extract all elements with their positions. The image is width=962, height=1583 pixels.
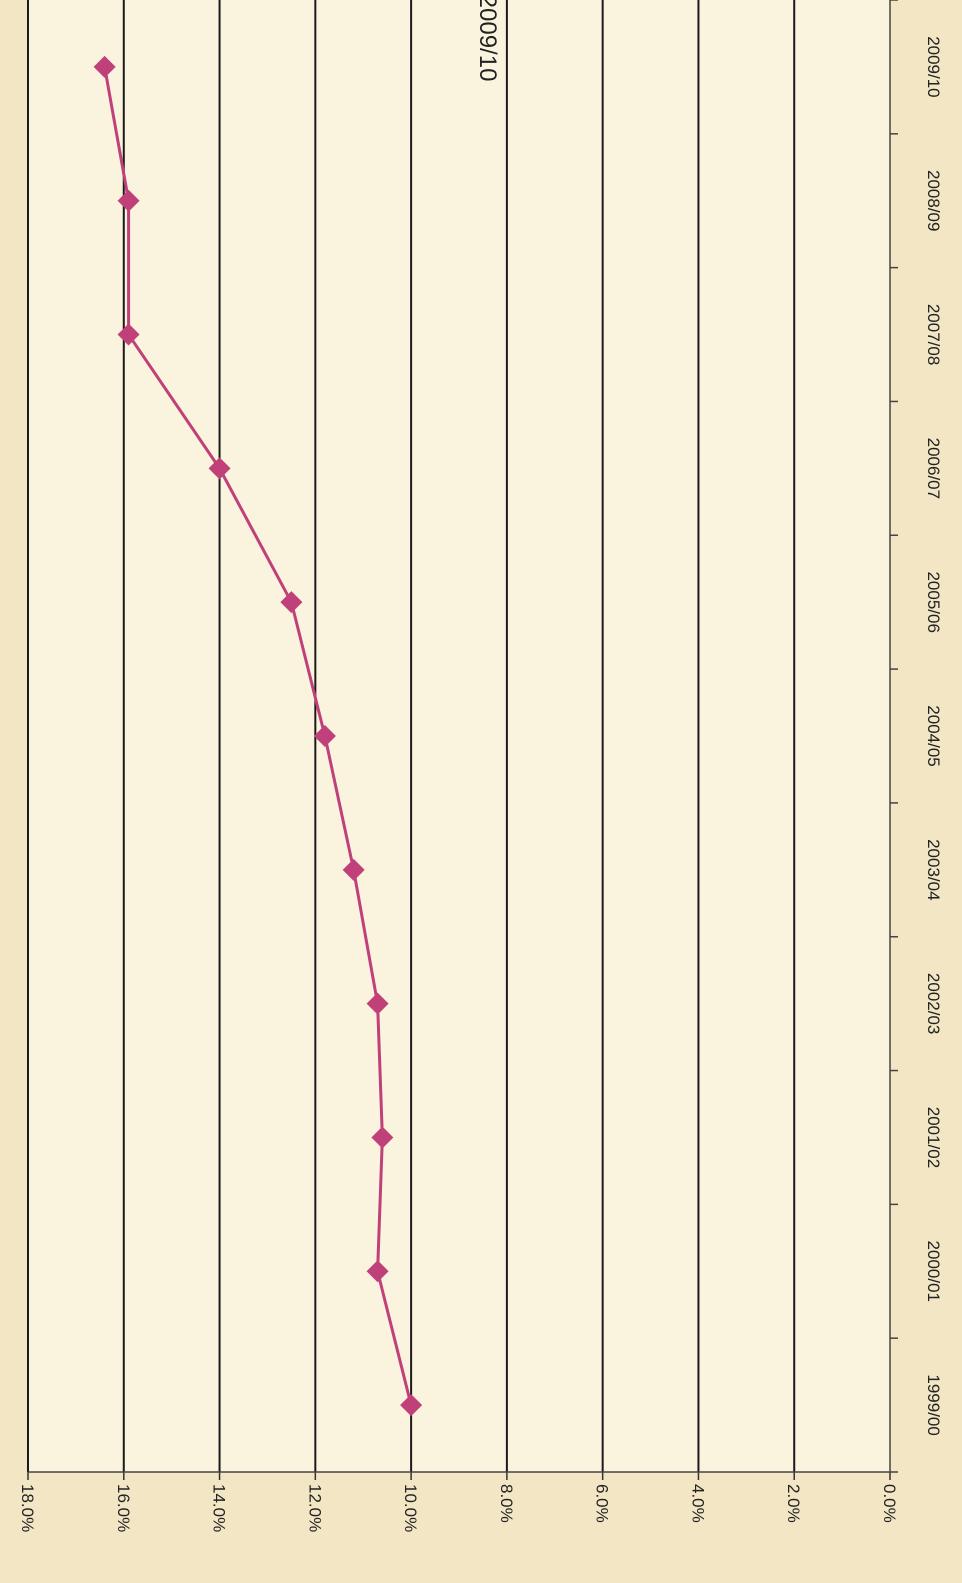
data-point	[117, 323, 140, 346]
x-tick-label: 1999/00	[924, 1374, 943, 1435]
x-tick-label-group: 2000/01	[924, 1241, 943, 1302]
x-tick-label: 2009/10	[924, 36, 943, 97]
y-tick-label: 18.0%	[18, 1484, 37, 1532]
x-tick-label: 2000/01	[924, 1241, 943, 1302]
x-tick-label: 2008/09	[924, 170, 943, 231]
data-point	[313, 725, 336, 747]
x-tick-label-group: 2006/07	[924, 438, 943, 499]
y-tick-label-group: 2.0%	[784, 1484, 803, 1523]
x-tick-label-group: 2005/06	[924, 571, 943, 632]
x-tick-label-group: 2001/02	[924, 1107, 943, 1168]
y-axis: 0.0% 2.0% 4.0% 6.0% 8.0% 10.0% 12.0% 14.0% 16.0%…	[18, 1471, 899, 1532]
x-tick-label: 2002/03	[924, 973, 943, 1034]
data-point	[280, 591, 303, 614]
y-tick-label-group: 10.0%	[401, 1484, 420, 1532]
data-point	[366, 1260, 389, 1283]
y-tick-label-group: 12.0%	[305, 1484, 324, 1532]
data-point	[371, 1126, 394, 1149]
y-tick-label: 2.0%	[784, 1484, 803, 1523]
x-tick-label: 2004/05	[924, 705, 943, 766]
y-tick-label-group: 18.0%	[18, 1484, 37, 1532]
y-tick-label: 8.0%	[497, 1484, 516, 1523]
y-tick-label: 16.0%	[114, 1484, 133, 1532]
x-tick-label: 2003/04	[924, 839, 943, 900]
data-point	[117, 189, 140, 212]
x-tick-label: 2005/06	[924, 571, 943, 632]
grid-layer	[27, 0, 890, 1472]
data-point	[342, 858, 365, 881]
x-tick-label-group: 2003/04	[924, 839, 943, 900]
data-point	[93, 55, 116, 78]
data-point	[400, 1394, 423, 1417]
y-tick-label-group: 8.0%	[497, 1484, 516, 1523]
x-tick-label: 2007/08	[924, 304, 943, 365]
series-layer	[93, 55, 423, 1417]
x-tick-label-group: 1999/00	[924, 1374, 943, 1435]
y-tick-label-group: 14.0%	[210, 1484, 229, 1532]
y-tick-label-group: 0.0%	[880, 1484, 899, 1523]
y-tick-label-group: 4.0%	[688, 1484, 707, 1523]
x-tick-label-group: 2008/09	[924, 170, 943, 231]
x-tick-label-group: 2007/08	[924, 304, 943, 365]
y-tick-label: 6.0%	[593, 1484, 612, 1523]
y-tick-label: 4.0%	[688, 1484, 707, 1523]
y-tick-label: 10.0%	[401, 1484, 420, 1532]
x-tick-label-group: 2009/10	[924, 36, 943, 97]
y-tick-label: 12.0%	[305, 1484, 324, 1532]
data-point	[366, 992, 389, 1015]
x-tick-label: 2001/02	[924, 1107, 943, 1168]
chart-title-group: 1999/00 - 2009/10	[474, 0, 501, 81]
x-axis: 1999/00 2000/01 2001/02 2002/03 2003/04 2004/…	[889, 0, 943, 1473]
chart-title: 1999/00 - 2009/10	[474, 0, 501, 81]
y-tick-label-group: 6.0%	[593, 1484, 612, 1523]
x-tick-label-group: 2002/03	[924, 973, 943, 1034]
plot-area	[28, 0, 890, 1472]
x-tick-label-group: 2004/05	[924, 705, 943, 766]
y-tick-label: 14.0%	[210, 1484, 229, 1532]
x-tick-label: 2006/07	[924, 438, 943, 499]
y-tick-label: 0.0%	[880, 1484, 899, 1523]
data-point	[208, 457, 231, 480]
y-tick-label-group: 16.0%	[114, 1484, 133, 1532]
